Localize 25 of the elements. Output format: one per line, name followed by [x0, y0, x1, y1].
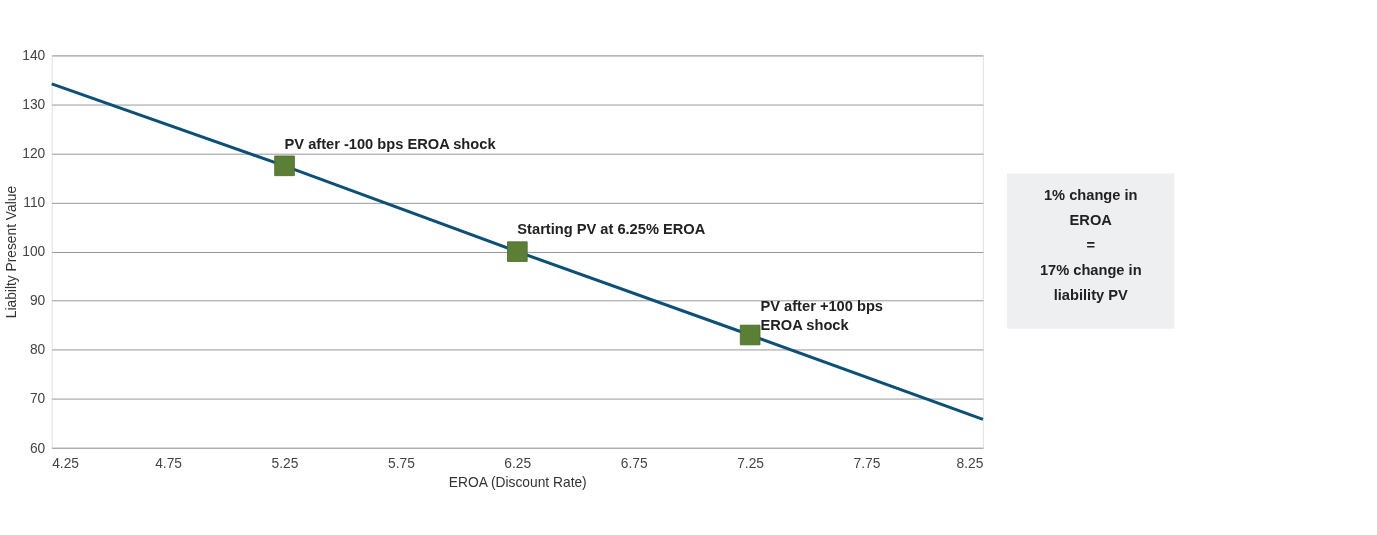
y-tick-label: 120	[22, 146, 46, 162]
annotation: PV after +100 bps EROA shock	[760, 297, 883, 333]
x-tick-label: 4.75	[155, 456, 183, 472]
text: 1% change in EROA = 17% change in liability PV	[1039, 186, 1142, 303]
x-tick-label: 8.25	[956, 456, 984, 472]
line-series	[50, 82, 985, 421]
annotation: Starting PV at 6.25% EROA	[517, 221, 706, 238]
y-tick-label: 80	[29, 342, 46, 358]
x-tick-label: 5.25	[271, 456, 299, 472]
y-tick-label: 130	[22, 97, 46, 113]
y-tick-label: 90	[29, 293, 46, 309]
x-tick-label: 4.25	[52, 456, 80, 472]
x-tick-label: 7.25	[737, 456, 765, 472]
y-tick-label: 100	[22, 244, 46, 260]
x-tick-label: 6.25	[504, 456, 532, 472]
y-tick-label: 60	[29, 440, 46, 456]
y-tick-label: 140	[22, 48, 46, 64]
x-tick-label: 5.75	[387, 456, 416, 472]
annotation: PV after -100 bps EROA shock	[284, 135, 497, 152]
x-axis-title: EROA (Discount Rate)	[448, 475, 587, 491]
x-tick-label: 6.75	[620, 456, 648, 472]
x-tick-label: 7.75	[853, 456, 881, 472]
y-axis-title: Liabilty Present Value	[4, 185, 20, 319]
y-tick-label: 70	[29, 391, 46, 407]
y-tick-label: 110	[23, 195, 46, 211]
